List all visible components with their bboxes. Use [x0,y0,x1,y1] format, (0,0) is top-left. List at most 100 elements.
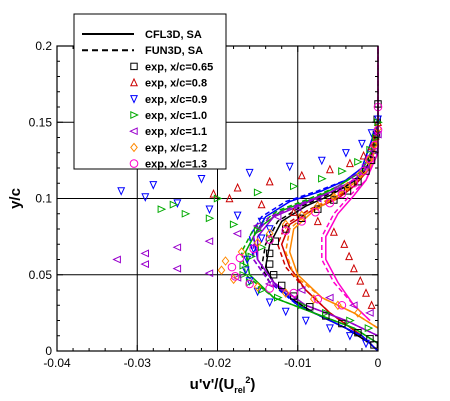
data-point [290,182,299,191]
legend-marker-swatch [129,127,138,136]
data-point [237,247,246,257]
x-axis-title-superscript: 2 [245,375,250,385]
data-point [230,271,240,281]
x-tick-label: -0.03 [124,356,152,370]
data-point [157,205,167,214]
data-point [297,210,306,221]
data-point [343,181,352,192]
data-point [205,214,215,223]
legend-box [73,13,227,170]
data-point [247,252,257,261]
data-point [322,308,331,317]
data-point [367,141,376,151]
data-point [349,178,359,188]
data-point [140,249,149,258]
data-point [269,271,278,279]
x-tick-label: -0.01 [284,356,312,370]
data-point [253,226,263,235]
data-point [112,255,121,264]
x-axis-title-subscript: rel [234,385,245,395]
model-curve [276,122,379,352]
data-point [306,303,314,311]
data-point [356,169,365,179]
data-point [265,260,274,268]
data-point [313,201,322,211]
data-point [213,194,223,203]
data-point [281,226,291,235]
data-point [354,178,362,186]
data-point [204,237,214,246]
x-tick-label: -0.04 [43,356,71,370]
data-point [365,308,374,317]
data-point [265,249,274,258]
tick-labels: -0.04 -0.03 -0.02 -0.01 0 0 0.05 0.1 0.15 0.2 [29,39,382,370]
data-point [245,168,254,178]
legend-label: exp, x/c=1.2 [145,142,207,154]
data-point [348,301,358,310]
data-point [232,229,242,238]
data-point [239,261,249,270]
data-point [348,173,358,182]
y-axis-title: y/c [7,188,24,209]
data-point [289,207,298,216]
data-point [265,298,274,308]
data-point [257,243,267,252]
data-point [325,324,334,333]
legend-label: exp, x/c=0.9 [145,94,207,106]
data-point [301,316,310,326]
data-point [181,209,191,218]
data-point [265,235,274,244]
model-curve [256,137,379,337]
data-point [278,281,286,290]
data-point [169,200,179,209]
data-point [253,282,262,292]
data-point [325,164,334,174]
data-point [367,156,376,165]
data-point [233,182,242,192]
data-point [209,189,218,198]
data-point [346,316,355,325]
legend-marker-swatch [130,77,138,87]
data-point [297,170,306,180]
data-point [341,149,350,158]
data-point [272,212,282,221]
data-point [349,263,358,273]
legend-label: exp, x/c=1.1 [145,126,207,138]
data-point [229,220,239,229]
data-point [241,266,250,276]
data-point [298,301,307,310]
data-point [274,293,283,302]
data-point [362,339,370,349]
data-point [281,307,290,317]
data-point [370,341,378,349]
data-point [227,262,237,272]
data-point [345,332,354,341]
data-point [369,147,378,156]
data-point [217,265,226,276]
data-point [265,228,274,239]
data-point [313,294,323,304]
x-axis-title-close: ) [250,376,255,393]
data-point [265,176,274,186]
data-point [309,294,318,304]
data-point [314,205,322,213]
data-point [172,264,182,273]
data-point [298,214,306,223]
data-point [253,188,263,197]
data-point [141,193,150,202]
data-point [257,234,266,244]
legend-label: exp, x/c=1.3 [145,159,207,171]
data-point [265,284,274,293]
data-point [337,189,347,199]
y-tick-label: 0 [45,344,52,358]
data-point [317,156,326,166]
data-point [338,167,347,176]
x-axis-title-main: u'v'/(U [190,376,235,393]
x-tick-label: -0.02 [204,356,232,370]
y-tick-label: 0.15 [29,115,53,129]
y-tick-label: 0.05 [29,268,53,282]
x-tick-label: 0 [375,356,382,370]
data-point [285,162,294,172]
data-point [281,288,290,298]
data-point [253,287,262,297]
